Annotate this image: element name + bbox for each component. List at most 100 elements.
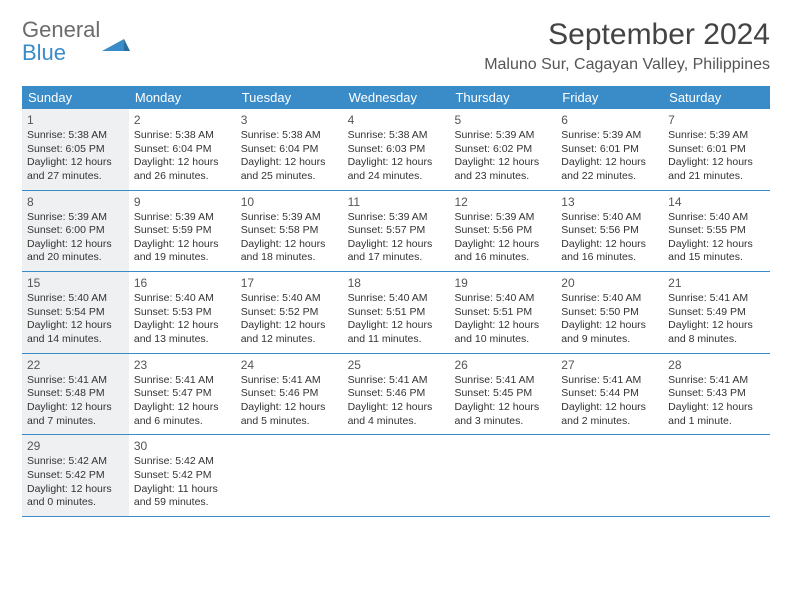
calendar-week: 15Sunrise: 5:40 AMSunset: 5:54 PMDayligh… [22,272,770,354]
day-detail-line: Sunrise: 5:38 AM [27,129,124,143]
calendar-cell: 12Sunrise: 5:39 AMSunset: 5:56 PMDayligh… [449,191,556,272]
day-number: 25 [348,358,445,372]
day-detail-line: Sunset: 5:59 PM [134,224,231,238]
page-title: September 2024 [484,18,770,52]
day-detail-line: Sunrise: 5:41 AM [134,374,231,388]
day-detail-line: Sunset: 5:50 PM [561,306,658,320]
calendar-cell: 22Sunrise: 5:41 AMSunset: 5:48 PMDayligh… [22,354,129,435]
day-detail-line: and 11 minutes. [348,333,445,347]
day-detail-line: Sunset: 5:56 PM [561,224,658,238]
day-number: 26 [454,358,551,372]
day-detail-line: Sunset: 6:00 PM [27,224,124,238]
day-number: 13 [561,195,658,209]
calendar-cell: 4Sunrise: 5:38 AMSunset: 6:03 PMDaylight… [343,109,450,190]
day-detail-line: Sunrise: 5:40 AM [454,292,551,306]
day-number: 6 [561,113,658,127]
day-detail-line: Daylight: 12 hours [241,156,338,170]
day-detail-line: Sunrise: 5:40 AM [561,292,658,306]
day-detail-line: Sunrise: 5:38 AM [348,129,445,143]
day-detail-line: and 6 minutes. [134,415,231,429]
day-detail-line: Sunrise: 5:39 AM [241,211,338,225]
day-detail-line: Sunset: 6:01 PM [668,143,765,157]
day-detail-line: Sunrise: 5:41 AM [27,374,124,388]
day-header: Sunday [22,86,129,109]
day-number: 19 [454,276,551,290]
day-detail-line: Sunrise: 5:40 AM [134,292,231,306]
day-number: 30 [134,439,231,453]
day-number: 5 [454,113,551,127]
day-header-row: SundayMondayTuesdayWednesdayThursdayFrid… [22,86,770,109]
day-detail-line: Sunrise: 5:39 AM [348,211,445,225]
day-number: 22 [27,358,124,372]
calendar-cell: 11Sunrise: 5:39 AMSunset: 5:57 PMDayligh… [343,191,450,272]
day-header: Tuesday [236,86,343,109]
calendar-cell: 17Sunrise: 5:40 AMSunset: 5:52 PMDayligh… [236,272,343,353]
day-detail-line: Sunset: 5:47 PM [134,387,231,401]
calendar-cell: 15Sunrise: 5:40 AMSunset: 5:54 PMDayligh… [22,272,129,353]
day-detail-line: and 20 minutes. [27,251,124,265]
title-block: September 2024 Maluno Sur, Cagayan Valle… [484,18,770,74]
day-detail-line: Daylight: 12 hours [454,156,551,170]
calendar-cell: 24Sunrise: 5:41 AMSunset: 5:46 PMDayligh… [236,354,343,435]
day-detail-line: Sunrise: 5:38 AM [134,129,231,143]
day-detail-line: Sunrise: 5:40 AM [348,292,445,306]
day-detail-line: Sunset: 5:57 PM [348,224,445,238]
header: General Blue September 2024 Maluno Sur, … [22,18,770,74]
day-detail-line: Sunrise: 5:42 AM [134,455,231,469]
day-detail-line: Daylight: 12 hours [241,238,338,252]
day-detail-line: Sunset: 5:46 PM [241,387,338,401]
day-detail-line: Sunrise: 5:39 AM [134,211,231,225]
day-detail-line: and 7 minutes. [27,415,124,429]
day-header: Thursday [449,86,556,109]
day-number: 11 [348,195,445,209]
calendar-cell: 6Sunrise: 5:39 AMSunset: 6:01 PMDaylight… [556,109,663,190]
day-detail-line: Sunset: 6:04 PM [241,143,338,157]
day-detail-line: and 15 minutes. [668,251,765,265]
day-number: 8 [27,195,124,209]
day-detail-line: Sunset: 6:02 PM [454,143,551,157]
day-detail-line: Sunrise: 5:38 AM [241,129,338,143]
day-detail-line: Daylight: 12 hours [668,401,765,415]
day-detail-line: Sunrise: 5:41 AM [348,374,445,388]
day-header: Saturday [663,86,770,109]
day-detail-line: Daylight: 12 hours [134,238,231,252]
day-detail-line: and 25 minutes. [241,170,338,184]
day-detail-line: and 59 minutes. [134,496,231,510]
day-detail-line: Sunset: 5:43 PM [668,387,765,401]
calendar-cell: 8Sunrise: 5:39 AMSunset: 6:00 PMDaylight… [22,191,129,272]
day-detail-line: Sunset: 5:51 PM [348,306,445,320]
day-detail-line: Sunset: 5:42 PM [134,469,231,483]
day-detail-line: Sunset: 5:44 PM [561,387,658,401]
calendar-cell: 27Sunrise: 5:41 AMSunset: 5:44 PMDayligh… [556,354,663,435]
day-detail-line: and 23 minutes. [454,170,551,184]
day-number: 27 [561,358,658,372]
day-number: 1 [27,113,124,127]
day-detail-line: Daylight: 12 hours [348,401,445,415]
day-detail-line: and 5 minutes. [241,415,338,429]
day-detail-line: Sunset: 6:03 PM [348,143,445,157]
day-number: 7 [668,113,765,127]
day-detail-line: and 10 minutes. [454,333,551,347]
day-detail-line: and 9 minutes. [561,333,658,347]
day-detail-line: Sunset: 5:51 PM [454,306,551,320]
calendar-cell: 3Sunrise: 5:38 AMSunset: 6:04 PMDaylight… [236,109,343,190]
day-header: Wednesday [343,86,450,109]
day-detail-line: Sunset: 5:54 PM [27,306,124,320]
day-detail-line: Sunset: 5:45 PM [454,387,551,401]
calendar-cell: 14Sunrise: 5:40 AMSunset: 5:55 PMDayligh… [663,191,770,272]
day-detail-line: and 18 minutes. [241,251,338,265]
day-detail-line: Daylight: 12 hours [561,401,658,415]
day-header: Monday [129,86,236,109]
day-detail-line: Sunset: 5:55 PM [668,224,765,238]
day-detail-line: Daylight: 12 hours [668,319,765,333]
day-detail-line: and 1 minute. [668,415,765,429]
day-number: 14 [668,195,765,209]
day-number: 17 [241,276,338,290]
calendar-cell [663,435,770,516]
day-number: 18 [348,276,445,290]
calendar-cell: 18Sunrise: 5:40 AMSunset: 5:51 PMDayligh… [343,272,450,353]
day-detail-line: and 19 minutes. [134,251,231,265]
day-detail-line: Daylight: 12 hours [27,238,124,252]
page-subtitle: Maluno Sur, Cagayan Valley, Philippines [484,56,770,74]
calendar: SundayMondayTuesdayWednesdayThursdayFrid… [22,86,770,517]
